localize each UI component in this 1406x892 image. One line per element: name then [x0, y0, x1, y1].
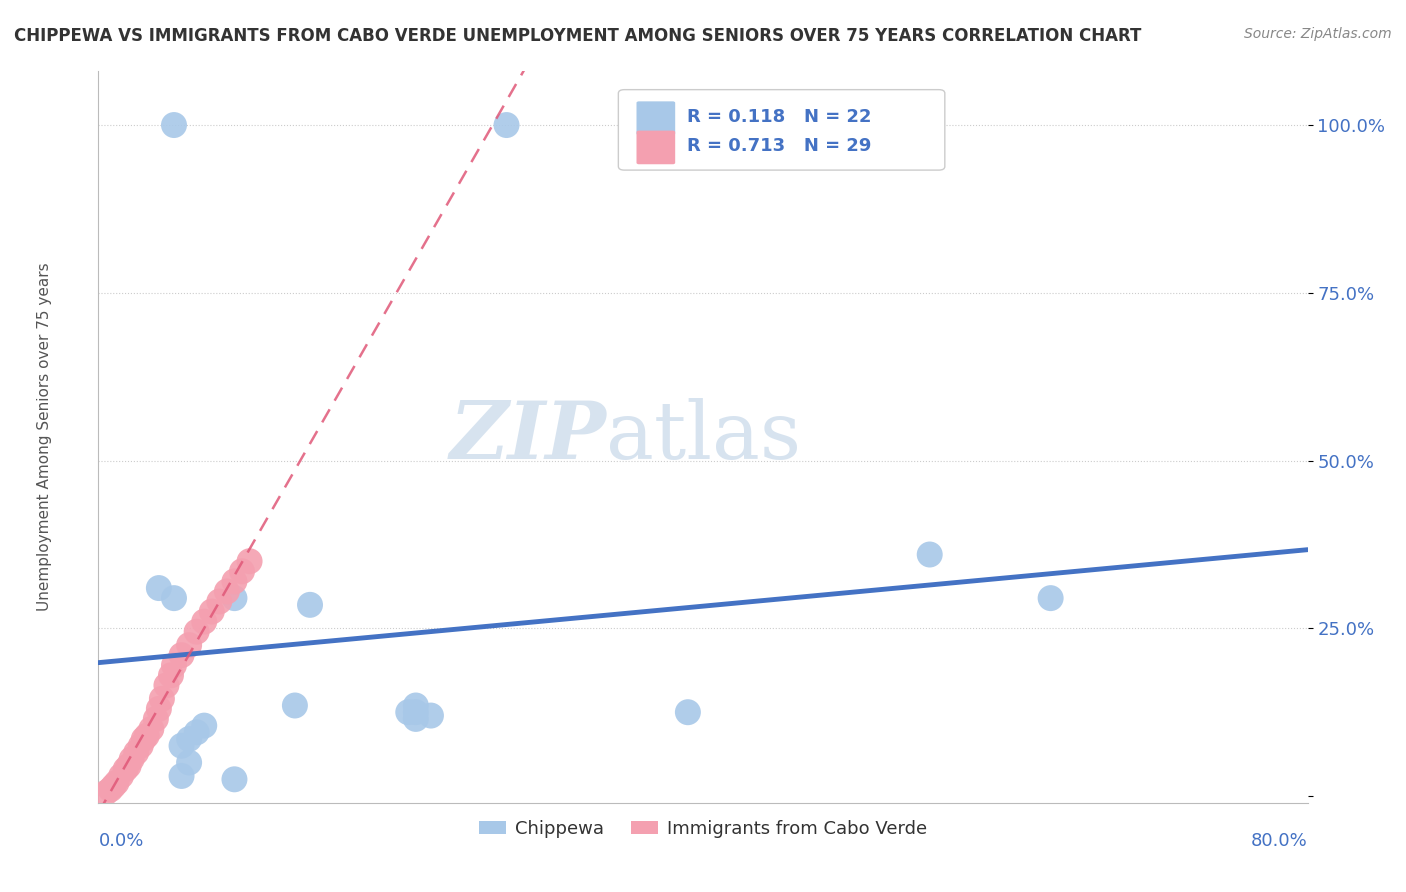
Point	[129, 739, 152, 753]
Point	[396, 705, 419, 719]
Point	[170, 739, 193, 753]
Point	[231, 564, 253, 578]
Point	[179, 638, 201, 652]
Point	[135, 729, 157, 743]
Point	[179, 732, 201, 747]
Point	[239, 554, 262, 568]
Point	[163, 658, 186, 673]
Point	[148, 702, 170, 716]
Text: ZIP: ZIP	[450, 399, 606, 475]
Text: Source: ZipAtlas.com: Source: ZipAtlas.com	[1244, 27, 1392, 41]
Point	[163, 118, 186, 132]
Point	[170, 648, 193, 662]
Text: Unemployment Among Seniors over 75 years: Unemployment Among Seniors over 75 years	[37, 263, 52, 611]
Point	[224, 591, 246, 606]
Text: atlas: atlas	[606, 398, 801, 476]
Point	[186, 624, 208, 639]
Point	[103, 779, 125, 793]
Text: 0.0%: 0.0%	[98, 832, 143, 850]
Point	[132, 732, 155, 747]
Point	[405, 705, 427, 719]
Legend: Chippewa, Immigrants from Cabo Verde: Chippewa, Immigrants from Cabo Verde	[471, 813, 935, 845]
Point	[676, 705, 699, 719]
Point	[284, 698, 307, 713]
Point	[110, 769, 132, 783]
FancyBboxPatch shape	[637, 102, 675, 135]
Text: CHIPPEWA VS IMMIGRANTS FROM CABO VERDE UNEMPLOYMENT AMONG SENIORS OVER 75 YEARS : CHIPPEWA VS IMMIGRANTS FROM CABO VERDE U…	[14, 27, 1142, 45]
Text: R = 0.713   N = 29: R = 0.713 N = 29	[688, 137, 872, 155]
Point	[405, 712, 427, 726]
Point	[100, 782, 122, 797]
Point	[114, 762, 136, 776]
Point	[420, 708, 443, 723]
Point	[170, 769, 193, 783]
Point	[148, 581, 170, 595]
Point	[1039, 591, 1062, 606]
Point	[193, 615, 215, 629]
Point	[405, 698, 427, 713]
Point	[155, 678, 177, 692]
Point	[105, 775, 128, 789]
Point	[186, 725, 208, 739]
FancyBboxPatch shape	[637, 130, 675, 164]
Point	[125, 746, 148, 760]
Point	[121, 752, 143, 766]
Point	[495, 118, 517, 132]
FancyBboxPatch shape	[619, 90, 945, 170]
Text: R = 0.118   N = 22: R = 0.118 N = 22	[688, 108, 872, 126]
Point	[150, 691, 173, 706]
Point	[94, 786, 117, 800]
Point	[118, 759, 141, 773]
Point	[224, 574, 246, 589]
Point	[160, 668, 183, 682]
Point	[141, 722, 163, 736]
Point	[193, 718, 215, 732]
Point	[224, 772, 246, 787]
Point	[163, 591, 186, 606]
Point	[201, 605, 224, 619]
Text: 80.0%: 80.0%	[1251, 832, 1308, 850]
Point	[145, 712, 167, 726]
Point	[215, 584, 238, 599]
Point	[918, 548, 941, 562]
Point	[179, 756, 201, 770]
Point	[299, 598, 322, 612]
Point	[208, 594, 231, 608]
